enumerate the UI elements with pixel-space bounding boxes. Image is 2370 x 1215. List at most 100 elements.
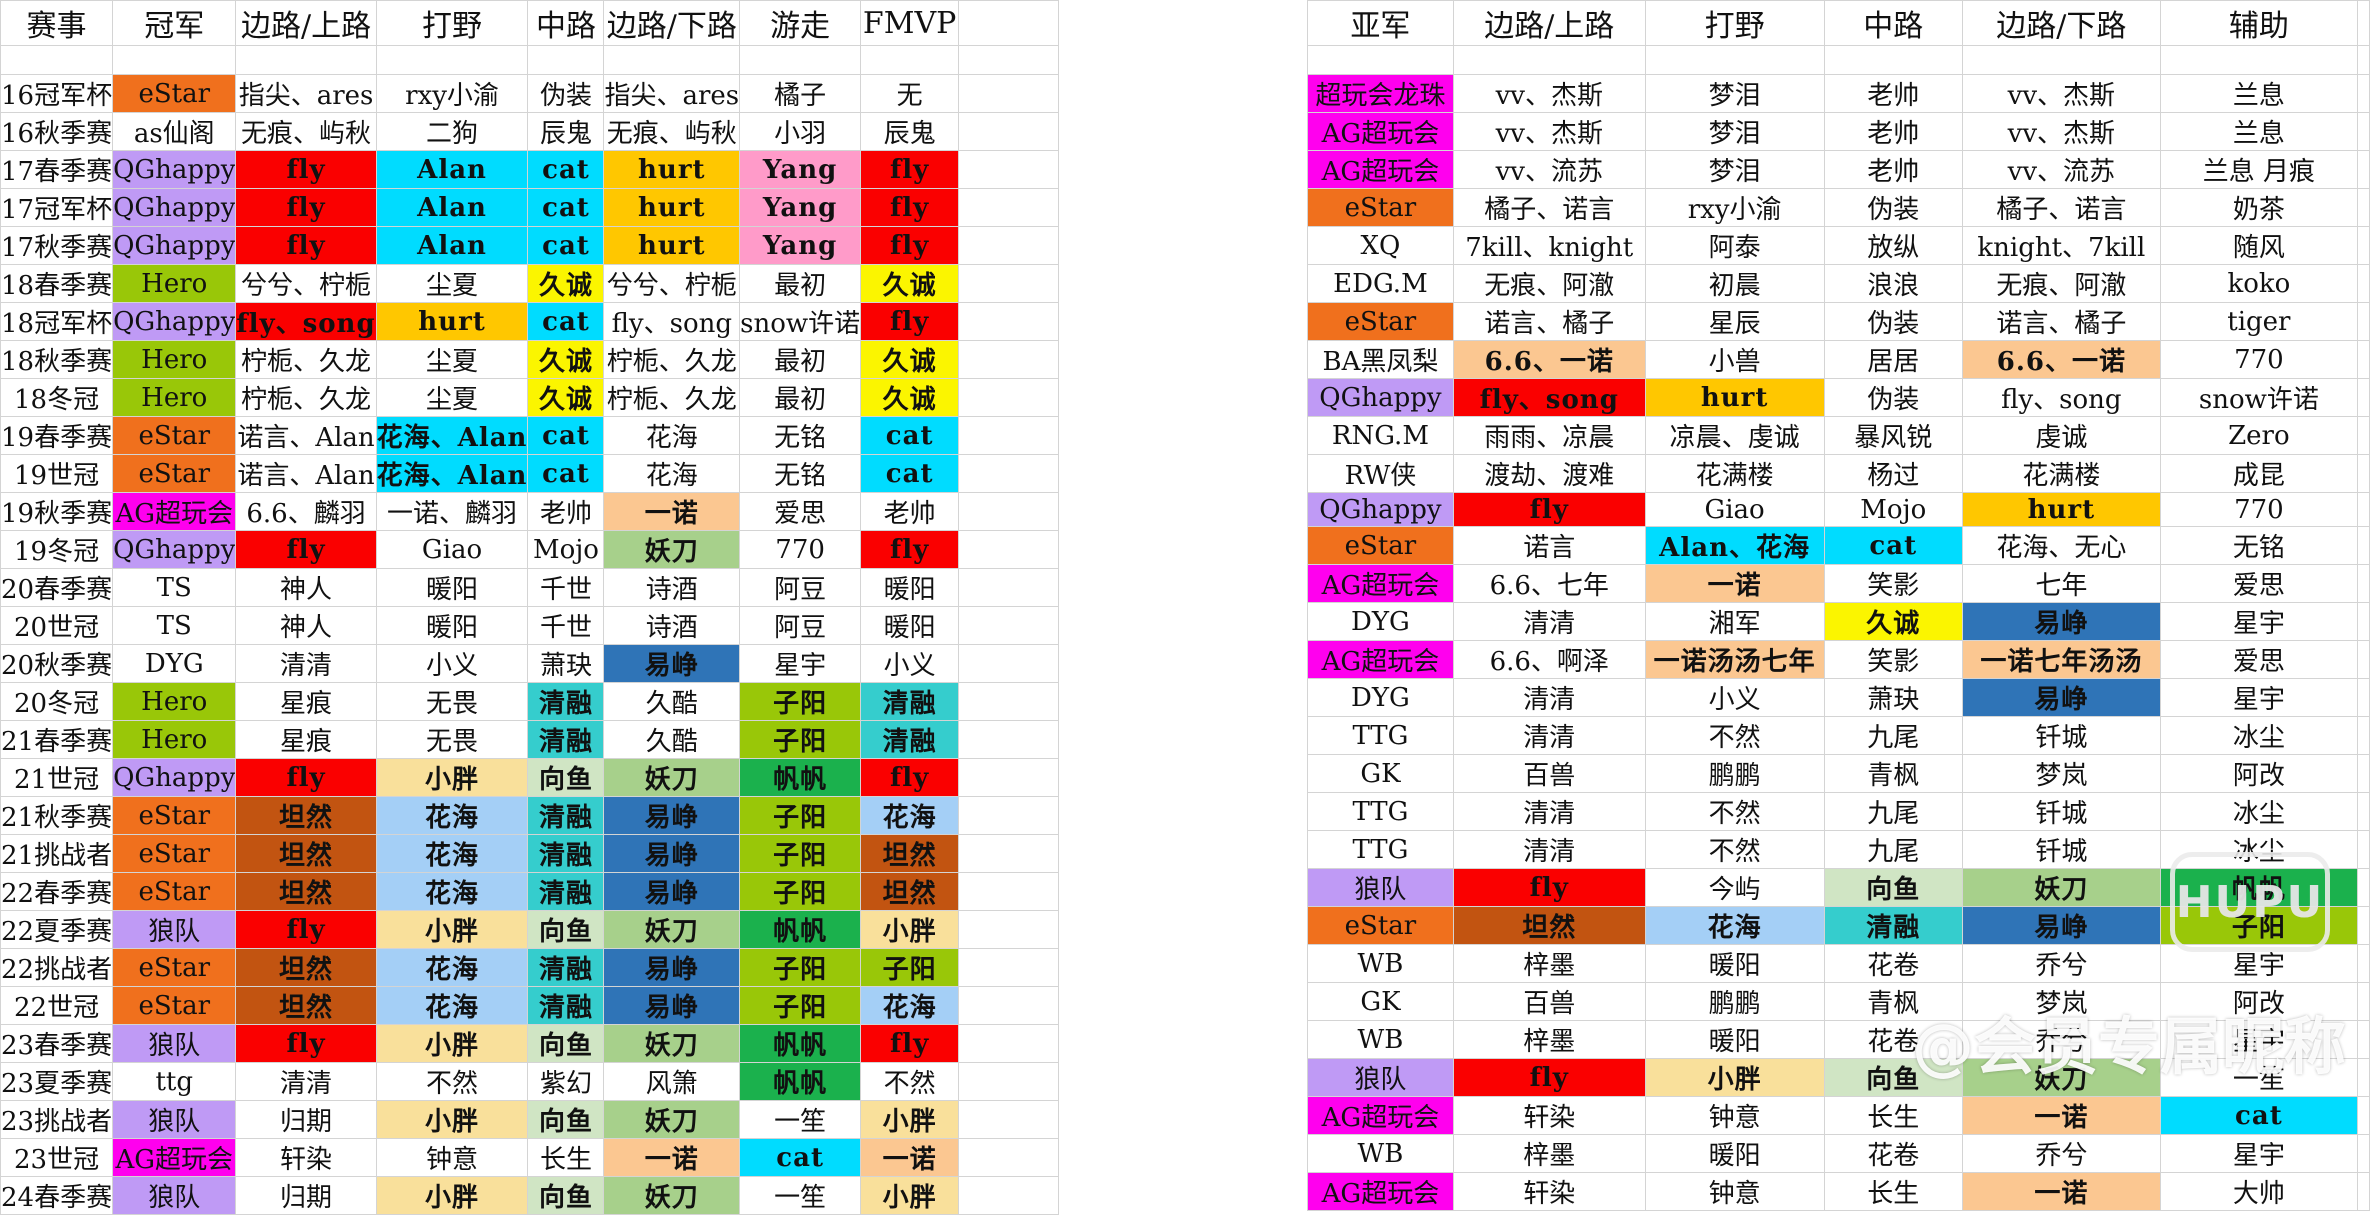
table-cell: vv、杰斯 — [1452, 112, 1646, 151]
table-row: 23夏季赛 ttg 清清 不然 紫幻 风箫 帆帆 不然 — [0, 1062, 1060, 1101]
table-row: QGhappy fly Giao Mojo hurt 770 — [1307, 492, 2370, 527]
table-cell: 770 — [2159, 492, 2359, 527]
empty-header-cell — [958, 0, 1060, 46]
table-cell: GK — [1307, 982, 1454, 1021]
table-cell: 花海、Alan — [375, 454, 529, 493]
empty-cell — [958, 340, 1060, 379]
table-cell: 16秋季赛 — [0, 112, 114, 151]
table-cell: 清清 — [235, 1062, 377, 1101]
table-row: 20秋季赛 DYG 清清 小义 萧玦 易峥 星宇 小义 — [0, 644, 1060, 683]
table-cell: 老帅 — [527, 492, 605, 531]
table-cell: cat — [2159, 1096, 2359, 1135]
table-cell: 钟意 — [375, 1138, 529, 1177]
table-cell: 无铭 — [739, 416, 862, 455]
table-cell: 长生 — [1823, 1096, 1963, 1135]
table-cell: 易峥 — [1961, 678, 2161, 717]
table-cell: 初晨 — [1644, 264, 1825, 303]
empty-cell — [958, 872, 1060, 911]
table-cell: 诺言、Alan — [235, 454, 377, 493]
empty-cell — [958, 720, 1060, 759]
table-cell: 小胖 — [375, 910, 529, 949]
table-cell: 子阳 — [739, 720, 862, 759]
table-cell: 妖刀 — [603, 1024, 741, 1063]
table-cell: 指尖、ares — [603, 74, 741, 113]
table-cell: Hero — [112, 264, 237, 303]
empty-cell — [958, 568, 1060, 607]
table-cell: 兮兮、柠栀 — [235, 264, 377, 303]
empty-cell — [2357, 1134, 2370, 1173]
column-header: 辅助 — [2159, 0, 2359, 46]
table-cell: BA黑凤梨 — [1307, 340, 1454, 379]
table-cell: 星痕 — [235, 682, 377, 721]
table-row: TTG 清清 不然 九尾 钎城 冰尘 — [1307, 792, 2370, 831]
table-cell: Alan — [375, 226, 529, 265]
table-cell: 诗酒 — [603, 606, 741, 645]
table-cell: 770 — [2159, 340, 2359, 379]
table-cell: 居居 — [1823, 340, 1963, 379]
empty-cell — [112, 45, 237, 75]
table-cell: 阿改 — [2159, 982, 2359, 1021]
table-cell: 爱思 — [2159, 640, 2359, 679]
table-cell: tiger — [2159, 302, 2359, 341]
table-cell: 狼队 — [112, 1176, 237, 1215]
table-cell: QGhappy — [1307, 378, 1454, 417]
table-cell: 诺言、Alan — [235, 416, 377, 455]
table-cell: 花卷 — [1823, 944, 1963, 983]
table-cell: 20春季赛 — [0, 568, 114, 607]
table-cell: Hero — [112, 378, 237, 417]
table-cell: 清融 — [527, 948, 605, 987]
table-cell: 久诚 — [860, 340, 960, 379]
table-cell: 不然 — [1644, 792, 1825, 831]
table-cell: AG超玩会 — [1307, 1172, 1454, 1211]
empty-cell — [1452, 45, 1646, 75]
table-cell: WB — [1307, 1134, 1454, 1173]
table-cell: eStar — [1307, 906, 1454, 945]
table-cell: 18冬冠 — [0, 378, 114, 417]
table-row: AG超玩会 6.6、啊泽 一诺汤汤七年 笑影 一诺七年汤汤 爱思 — [1307, 640, 2370, 679]
table-cell: 梓墨 — [1452, 944, 1646, 983]
table-cell: 清清 — [1452, 830, 1646, 869]
table-cell: 清融 — [860, 682, 960, 721]
table-cell: Mojo — [1823, 492, 1963, 527]
empty-cell — [2357, 716, 2370, 755]
table-cell: 冰尘 — [2159, 792, 2359, 831]
empty-cell — [958, 986, 1060, 1025]
table-cell: 清清 — [1452, 678, 1646, 717]
table-cell: 6.6、啊泽 — [1452, 640, 1646, 679]
table-row: 23挑战者 狼队 归期 小胖 向鱼 妖刀 一笙 小胖 — [0, 1100, 1060, 1139]
table-cell: QGhappy — [1307, 492, 1454, 527]
table-cell: eStar — [112, 834, 237, 873]
table-cell: Alan — [375, 188, 529, 227]
table-cell: 花卷 — [1823, 1134, 1963, 1173]
empty-cell — [2357, 830, 2370, 869]
table-row: TTG 清清 不然 九尾 钎城 冰尘 — [1307, 716, 2370, 755]
empty-cell — [958, 1100, 1060, 1139]
table-cell: 帆帆 — [739, 910, 862, 949]
table-cell: 易峥 — [603, 986, 741, 1025]
table-cell: 大帅 — [2159, 1172, 2359, 1211]
table-cell: 清融 — [527, 834, 605, 873]
table-cell: 钟意 — [1644, 1172, 1825, 1211]
table-cell: eStar — [1307, 302, 1454, 341]
table-cell: 长生 — [1823, 1172, 1963, 1211]
table-cell: fly — [235, 530, 377, 569]
table-row: 18春季赛 Hero 兮兮、柠栀 尘夏 久诚 兮兮、柠栀 最初 久诚 — [0, 264, 1060, 303]
table-row: 18冠军杯 QGhappy fly、song hurt cat fly、song snow许… — [0, 302, 1060, 341]
table-cell: 狼队 — [112, 1100, 237, 1139]
table-cell: 坦然 — [235, 834, 377, 873]
table-cell: RNG.M — [1307, 416, 1454, 455]
column-header: 中路 — [527, 0, 605, 46]
column-header: 打野 — [1644, 0, 1825, 46]
table-cell: 梓墨 — [1452, 1134, 1646, 1173]
empty-cell — [1307, 45, 1454, 75]
table-cell: 星宇 — [2159, 1134, 2359, 1173]
table-cell: 阿豆 — [739, 568, 862, 607]
table-cell: 小胖 — [375, 758, 529, 797]
table-cell: 放纵 — [1823, 226, 1963, 265]
table-row: 22世冠 eStar 坦然 花海 清融 易峥 子阳 花海 — [0, 986, 1060, 1025]
table-cell: 诺言、橘子 — [1452, 302, 1646, 341]
table-cell: 浪浪 — [1823, 264, 1963, 303]
table-cell: 17春季赛 — [0, 150, 114, 189]
table-row: WB 梓墨 暖阳 花卷 乔兮 星宇 — [1307, 1134, 2370, 1173]
table-cell: eStar — [112, 872, 237, 911]
